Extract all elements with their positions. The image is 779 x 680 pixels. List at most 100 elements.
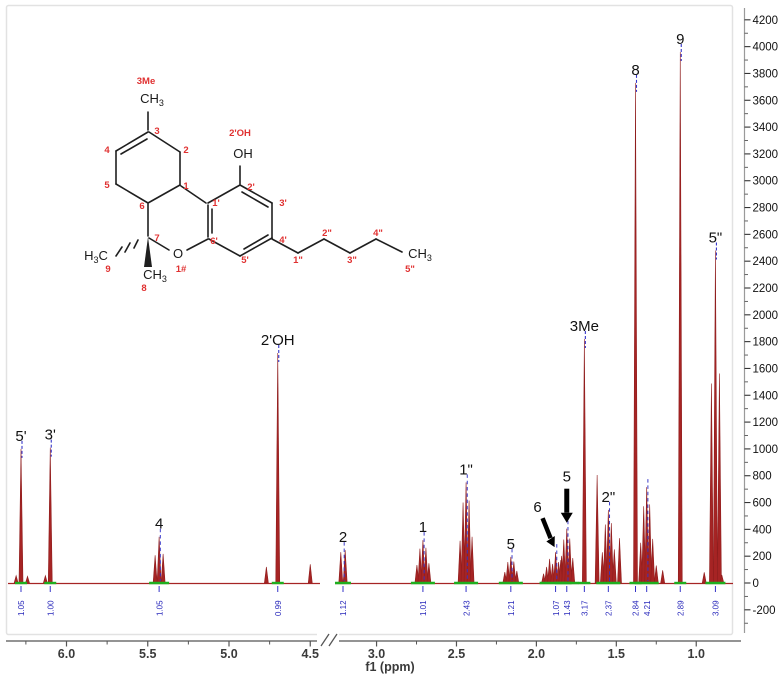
peak-label: 8 [631, 62, 639, 79]
y-tick-label: 2000 [753, 310, 779, 322]
peak-label: 6 [533, 499, 541, 516]
atom-h3c: H3C [84, 248, 108, 265]
y-tick-label: 4000 [753, 42, 779, 54]
x-tick-label: 1.5 [608, 647, 625, 661]
locant-4: 4 [104, 145, 110, 156]
bond [349, 238, 377, 254]
y-tick-label: 1000 [753, 444, 779, 456]
peak-label: 5 [563, 469, 571, 486]
peak [717, 373, 722, 584]
plot-border [5, 4, 734, 636]
x-tick-label: 5.0 [220, 647, 237, 661]
x-tick-label: 1.0 [688, 647, 705, 661]
peak [709, 383, 714, 584]
peak [152, 555, 158, 584]
peak-label: 5 [507, 536, 515, 553]
bond [297, 238, 325, 254]
integral-value: 1.07 [552, 600, 561, 616]
y-tick-label: -200 [753, 605, 776, 617]
x-tick-label: 5.5 [139, 647, 156, 661]
y-tick-label: 2800 [753, 203, 779, 215]
integral-value: 3.09 [712, 600, 721, 616]
y-tick-label: 1200 [753, 417, 779, 429]
atom-ch3-wedge: CH3 [143, 267, 167, 284]
y-tick-label: 3000 [753, 176, 779, 188]
bond [323, 238, 351, 254]
y-tick-label: 1600 [753, 363, 779, 375]
locant-2p: 2' [247, 182, 255, 193]
y-tick-label: 3600 [753, 95, 779, 107]
peak [594, 475, 600, 584]
integral-value: 2.37 [605, 600, 614, 616]
peak-label: 5" [709, 229, 723, 246]
axis-break-slash [320, 633, 330, 647]
bond-double-inner [120, 138, 148, 155]
y-tick-label: 1400 [753, 390, 779, 402]
integral-value: 2.89 [676, 600, 685, 616]
peak-label: 3Me [570, 318, 599, 335]
integral-value: 2.84 [632, 600, 641, 616]
x-tick-label: 2.0 [528, 647, 545, 661]
integral-value: 1.05 [17, 600, 26, 616]
spectrum-trace [8, 51, 733, 585]
y-tick-label: 600 [753, 498, 772, 510]
bond-wedge-hash [133, 239, 139, 249]
locant-5p: 5' [241, 255, 249, 266]
y-tick-label: 3800 [753, 68, 779, 80]
axis-break-slash [328, 633, 338, 647]
integral-value: 1.43 [563, 600, 572, 616]
bond [207, 184, 241, 204]
integral-value: 0.99 [274, 600, 283, 616]
peak [701, 572, 707, 584]
peak [47, 447, 53, 584]
bond [271, 238, 299, 254]
y-tick-label: 4200 [753, 15, 779, 27]
y-axis-ruler: 4200400038003600340032003000280026002400… [743, 8, 779, 633]
bond-double-inner [241, 191, 269, 208]
x-tick-label: 4.5 [302, 647, 319, 661]
bond [115, 131, 149, 152]
atom-ch3-top: CH3 [140, 91, 164, 108]
y-tick-label: 3400 [753, 122, 779, 134]
peak [160, 553, 166, 584]
locant-9: 9 [105, 264, 110, 275]
locant-7: 7 [154, 233, 159, 244]
bond [115, 183, 149, 204]
peak-label: 1" [459, 461, 473, 478]
bond [148, 131, 181, 153]
peak-label: 4 [155, 516, 163, 533]
locant-5pp: 5" [405, 264, 415, 275]
peak [617, 538, 622, 584]
locant-2pp: 2" [322, 228, 332, 239]
locant-1hash: 1# [176, 264, 187, 275]
peak [677, 51, 683, 584]
bond-double-inner [243, 234, 269, 250]
integral-value: 1.01 [419, 600, 428, 616]
locant-2: 2 [183, 145, 188, 156]
y-tick-label: 200 [753, 551, 772, 563]
peak-label: 2 [339, 529, 347, 546]
atom-ch3-chain: CH3 [408, 246, 432, 263]
bond [239, 237, 273, 257]
y-tick-label: 0 [753, 578, 759, 590]
annotation-arrowhead [546, 536, 555, 548]
x-axis-title: f1 (ppm) [365, 660, 414, 674]
x-tick-label: 6.0 [58, 647, 75, 661]
integral-curves: 1.05 1.00 1.05 0.99 1.12 1.01 2.43 1.21 1.07 1.43… [15, 43, 726, 616]
locant-5: 5 [104, 180, 110, 191]
peak [713, 250, 718, 584]
molecule-structure: 3Me CH3 3 4 2 5 1 6 7 2'OH OH 1' 2' 3' 4… [84, 76, 432, 294]
y-tick-label: 2600 [753, 229, 779, 241]
locant-2oh: 2'OH [229, 128, 251, 139]
atom-o: O [173, 246, 183, 261]
peak-label: 1 [419, 519, 427, 536]
y-tick-label: 2200 [753, 283, 779, 295]
integral-value: 1.00 [46, 600, 55, 616]
bond [208, 238, 241, 257]
integral-value: 1.21 [507, 600, 516, 616]
peak-label: 2'OH [261, 332, 295, 349]
y-tick-label: 3200 [753, 149, 779, 161]
locant-1: 1 [183, 181, 189, 192]
